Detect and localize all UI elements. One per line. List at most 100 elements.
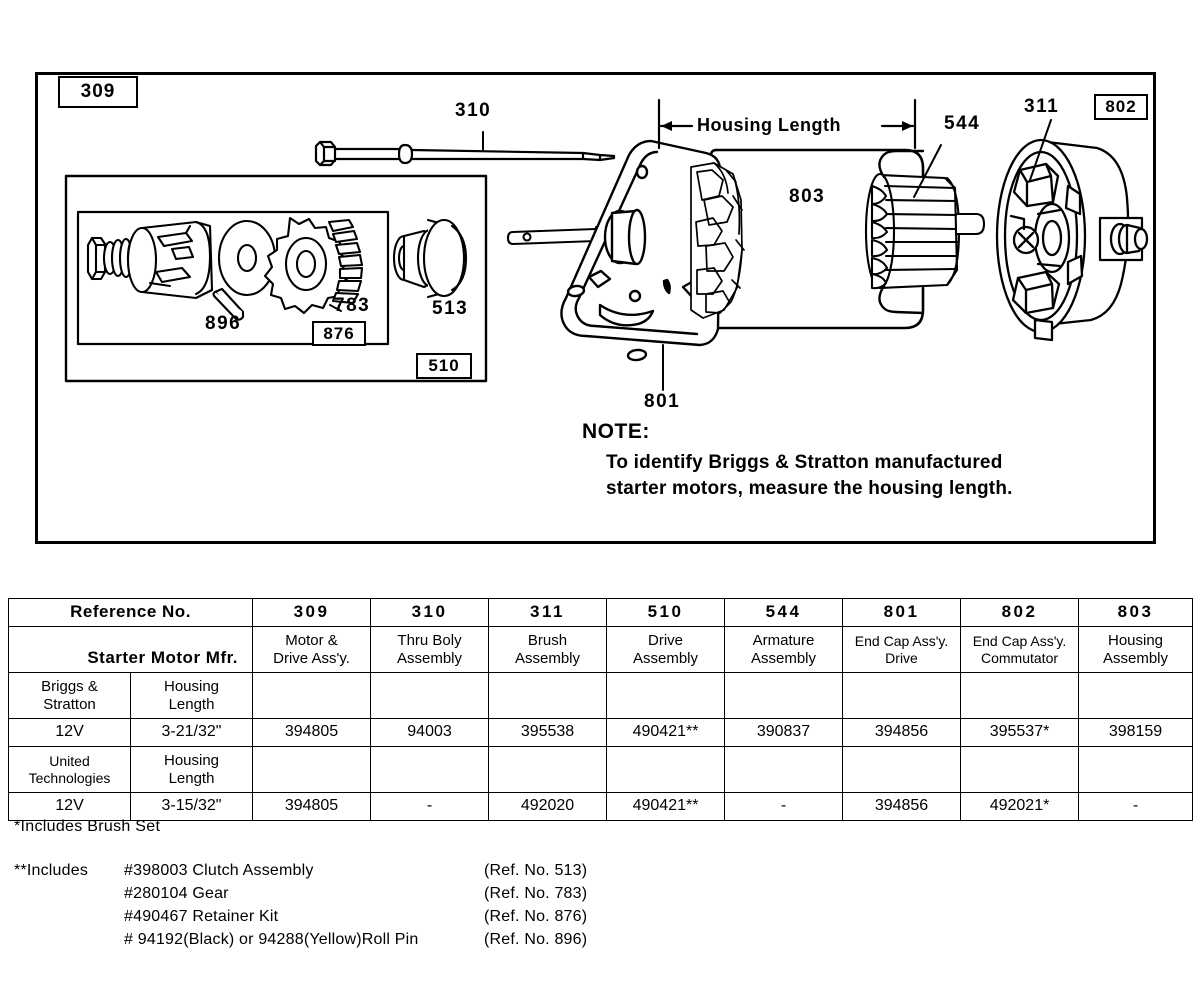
group1-mfr: Briggs & Stratton (8, 672, 131, 719)
footnote-item: #280104 Gear (Ref. No. 783) (14, 885, 587, 908)
table-row-group2-label: United Technologies Housing Length (8, 746, 1194, 793)
header-desc-309: Motor & Drive Ass'y. (252, 626, 372, 673)
group1-mfr-l1: Briggs & (41, 677, 98, 695)
group2-mfr-l1: United (49, 752, 90, 769)
group2-blank-803 (1078, 746, 1194, 793)
group2-blank-310 (370, 746, 490, 793)
refbox-510-label: 510 (428, 356, 460, 375)
group1-blank-309 (252, 672, 372, 719)
group1-housing-length: 3-21/32" (129, 718, 254, 747)
group1-blank-802 (960, 672, 1080, 719)
header-desc-310-l2: Assembly (397, 649, 463, 667)
table-row-group1-label: Briggs & Stratton Housing Length (8, 672, 1194, 719)
group2-value-311: 492020 (488, 792, 608, 821)
header-desc-510-l2: Assembly (633, 649, 699, 667)
group2-blank-802 (960, 746, 1080, 793)
group1-blank-310 (370, 672, 490, 719)
group1-value-311: 395538 (488, 718, 608, 747)
header-desc-310-l1: Thru Boly (397, 631, 462, 649)
group2-housing-l2: Length (168, 769, 215, 787)
footnote-ref-4: (Ref. No. 896) (484, 931, 588, 948)
header-desc-802-l1: End Cap Ass'y. (972, 632, 1067, 649)
callout-310: 310 (455, 100, 492, 121)
note-line-2: starter motors, measure the housing leng… (606, 478, 1013, 500)
group1-value-510: 490421** (606, 718, 726, 747)
header-ref-309: 309 (252, 598, 372, 627)
group2-blank-801 (842, 746, 962, 793)
group2-blank-311 (488, 746, 608, 793)
callout-801: 801 (644, 391, 681, 412)
group1-blank-803 (1078, 672, 1194, 719)
group2-value-802: 492021* (960, 792, 1080, 821)
header-ref-310: 310 (370, 598, 490, 627)
group1-housing-l1: Housing (163, 677, 220, 695)
header-ref-801: 801 (842, 598, 962, 627)
header-desc-802-l2: Commutator (981, 649, 1059, 666)
group2-mfr-l2: Technologies (28, 769, 111, 786)
header-ref-802: 802 (960, 598, 1080, 627)
callout-311: 311 (1024, 96, 1060, 117)
footnote-ref-3: (Ref. No. 876) (484, 908, 588, 925)
header-desc-803-l2: Assembly (1103, 649, 1169, 667)
group1-housing: Housing Length (129, 672, 254, 719)
header-desc-544: Armature Assembly (724, 626, 844, 673)
footnote-part-2: #280104 Gear (124, 885, 229, 902)
footnote-item: #490467 Retainer Kit (Ref. No. 876) (14, 908, 587, 931)
group2-value-510: 490421** (606, 792, 726, 821)
parts-table: Reference No. 309 310 311 510 544 801 80… (7, 598, 1194, 821)
table-row-group1-data: 12V 3-21/32" 394805 94003 395538 490421*… (8, 718, 1194, 747)
header-desc-803-l1: Housing (1107, 631, 1164, 649)
header-desc-310: Thru Boly Assembly (370, 626, 490, 673)
note-block: NOTE: To identify Briggs & Stratton manu… (582, 420, 1013, 502)
footnote-part-3: #490467 Retainer Kit (124, 908, 279, 925)
header-desc-803: Housing Assembly (1078, 626, 1194, 673)
footnote-lead: **Includes (14, 862, 89, 879)
group1-blank-544 (724, 672, 844, 719)
footnote-single-asterisk: *Includes Brush Set (14, 818, 161, 835)
group2-value-803: - (1078, 792, 1194, 821)
group1-mfr-l2: Stratton (43, 695, 96, 713)
refbox-876: 876 (312, 321, 366, 346)
group2-mfr: United Technologies (8, 746, 131, 793)
group2-value-801: 394856 (842, 792, 962, 821)
group2-value-310: - (370, 792, 490, 821)
refbox-510: 510 (416, 353, 472, 379)
table-row-group2-data: 12V 3-15/32" 394805 - 492020 490421** - … (8, 792, 1194, 821)
footnote-double-asterisk: **Includes #398003 Clutch Assembly (Ref.… (14, 862, 587, 954)
refbox-309: 309 (58, 76, 138, 108)
refbox-309-label: 309 (80, 81, 116, 102)
footnote-ref-2: (Ref. No. 783) (484, 885, 588, 902)
group2-value-309: 394805 (252, 792, 372, 821)
header-ref-510: 510 (606, 598, 726, 627)
header-ref-803: 803 (1078, 598, 1194, 627)
footnote-part-1: #398003 Clutch Assembly (124, 862, 314, 879)
group1-value-310: 94003 (370, 718, 490, 747)
header-desc-510: Drive Assembly (606, 626, 726, 673)
header-desc-311: Brush Assembly (488, 626, 608, 673)
header-desc-801: End Cap Ass'y. Drive (842, 626, 962, 673)
note-body: To identify Briggs & Stratton manufactur… (606, 450, 1013, 502)
header-desc-544-l1: Armature (752, 631, 815, 649)
note-line-1: To identify Briggs & Stratton manufactur… (606, 452, 1003, 473)
group1-value-802: 395537* (960, 718, 1080, 747)
refbox-876-label: 876 (323, 323, 355, 343)
callout-896: 896 (205, 313, 242, 334)
header-ref-311: 311 (488, 598, 608, 627)
header-desc-510-l1: Drive (648, 631, 684, 649)
footnote-part-4: # 94192(Black) or 94288(Yellow)Roll Pin (124, 931, 419, 948)
header-desc-544-l2: Assembly (751, 649, 817, 667)
footnote-item: **Includes #398003 Clutch Assembly (Ref.… (14, 862, 587, 885)
group1-value-801: 394856 (842, 718, 962, 747)
group2-voltage: 12V (8, 792, 131, 821)
callout-544: 544 (944, 113, 981, 134)
header-ref-544: 544 (724, 598, 844, 627)
dimension-housing-length: Housing Length (697, 115, 841, 135)
header-desc-801-l1: End Cap Ass'y. (854, 632, 949, 649)
group1-value-544: 390837 (724, 718, 844, 747)
header-desc-802: End Cap Ass'y. Commutator (960, 626, 1080, 673)
footnote-item: # 94192(Black) or 94288(Yellow)Roll Pin … (14, 931, 587, 954)
callout-513: 513 (432, 298, 469, 319)
callout-783: 783 (334, 295, 371, 316)
header-reference-no: Reference No. (7, 598, 254, 627)
